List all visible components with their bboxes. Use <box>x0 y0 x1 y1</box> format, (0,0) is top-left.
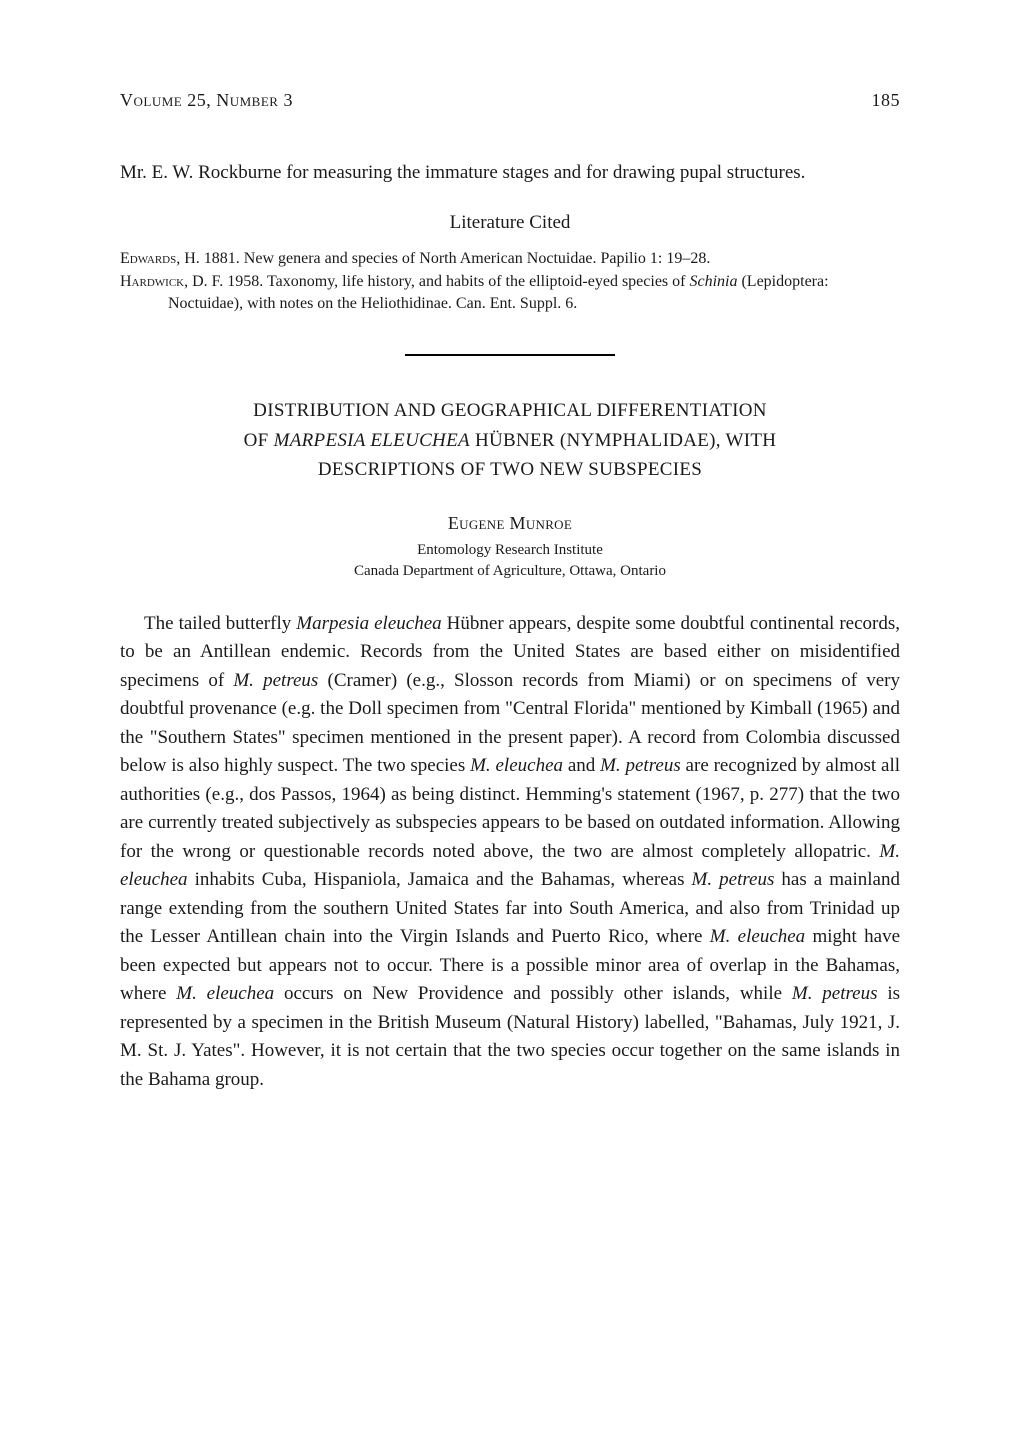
title-line-2-pre: OF <box>244 430 274 451</box>
body-italic: M. petreus <box>233 670 318 691</box>
article-title: DISTRIBUTION AND GEOGRAPHICAL DIFFERENTI… <box>120 396 900 484</box>
section-divider <box>405 354 615 356</box>
ref-rest-pre: 1958. Taxonomy, life history, and habits… <box>227 273 689 290</box>
literature-cited-heading: Literature Cited <box>120 212 900 234</box>
reference-item: Edwards, H. 1881. New genera and species… <box>120 248 900 270</box>
page: Volume 25, Number 3 185 Mr. E. W. Rockbu… <box>0 0 1020 1184</box>
reference-item: Hardwick, D. F. 1958. Taxonomy, life his… <box>120 271 900 314</box>
ref-rest: 1881. New genera and species of North Am… <box>204 250 711 267</box>
affil-line-2: Canada Department of Agriculture, Ottawa… <box>354 563 666 579</box>
body-text: inhabits Cuba, Hispaniola, Jamaica and t… <box>188 869 692 890</box>
body-italic: M. petreus <box>792 983 878 1004</box>
body-italic: Marpesia eleuchea <box>296 613 441 634</box>
ref-author: Hardwick, D. F. <box>120 273 223 290</box>
ref-author: Edwards, H. <box>120 250 200 267</box>
article-author: Eugene Munroe <box>120 513 900 534</box>
body-italic: M. eleuchea <box>710 926 805 947</box>
article-body-paragraph: The tailed butterfly Marpesia eleuchea H… <box>120 610 900 1095</box>
running-head-page-number: 185 <box>872 90 901 111</box>
body-text: occurs on New Providence and possibly ot… <box>274 983 792 1004</box>
prev-article-tail-para: Mr. E. W. Rockburne for measuring the im… <box>120 159 900 188</box>
title-line-3: DESCRIPTIONS OF TWO NEW SUBSPECIES <box>318 459 702 480</box>
body-italic: M. petreus <box>692 869 775 890</box>
body-italic: M. eleuchea <box>176 983 274 1004</box>
article-affiliation: Entomology Research Institute Canada Dep… <box>120 540 900 582</box>
title-line-1: DISTRIBUTION AND GEOGRAPHICAL DIFFERENTI… <box>253 400 767 421</box>
running-head-left: Volume 25, Number 3 <box>120 90 293 111</box>
body-italic: M. petreus <box>600 755 681 776</box>
title-line-2-italic: MARPESIA ELEUCHEA <box>274 430 470 451</box>
body-text: and <box>563 755 600 776</box>
running-head: Volume 25, Number 3 185 <box>120 90 900 111</box>
ref-italic: Schinia <box>689 273 737 290</box>
title-line-2-post: HÜBNER (NYMPHALIDAE), WITH <box>470 430 776 451</box>
affil-line-1: Entomology Research Institute <box>417 542 603 558</box>
body-italic: M. eleuchea <box>470 755 563 776</box>
body-text: The tailed butterfly <box>144 613 296 634</box>
